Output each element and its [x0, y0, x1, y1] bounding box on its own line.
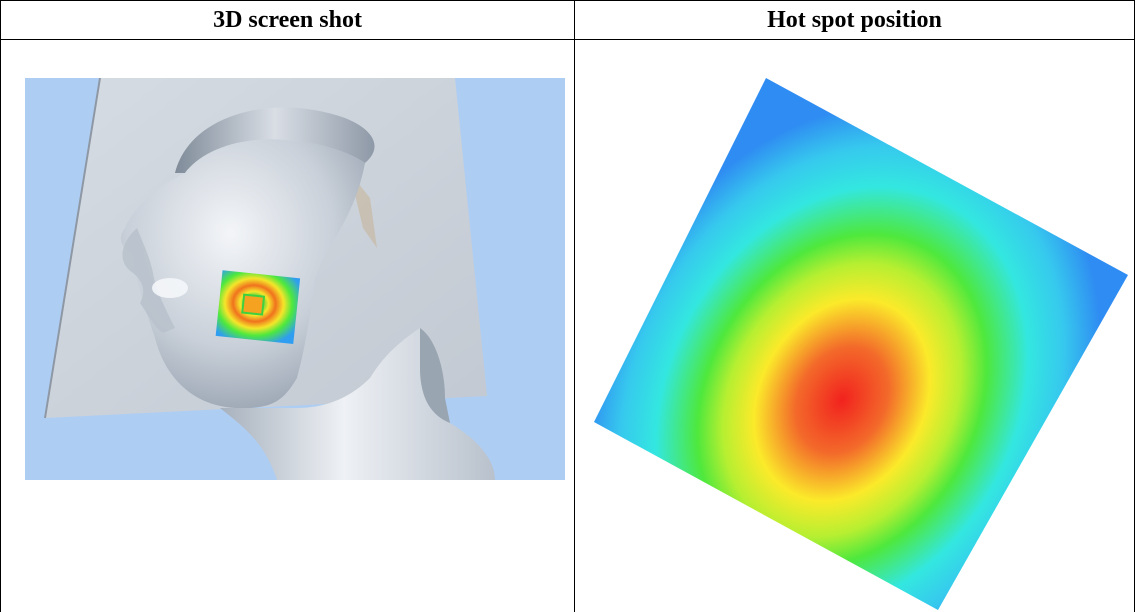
table-right-border: [1134, 0, 1135, 612]
sar-color-patch: [215, 270, 301, 344]
hot-spot-map-image: [580, 70, 1132, 610]
neck-surface: [220, 328, 495, 480]
column-divider: [574, 0, 575, 612]
header-row-divider: [0, 39, 1135, 40]
hot-spot-heatmap: [594, 78, 1128, 610]
header-3d-screen-shot: 3D screen shot: [213, 6, 362, 33]
header-hot-spot-position: Hot spot position: [767, 6, 942, 33]
table-top-border: [0, 0, 1135, 1]
head-rim: [175, 107, 375, 173]
table-left-border: [0, 0, 1, 612]
3d-screenshot-image: [25, 78, 565, 480]
